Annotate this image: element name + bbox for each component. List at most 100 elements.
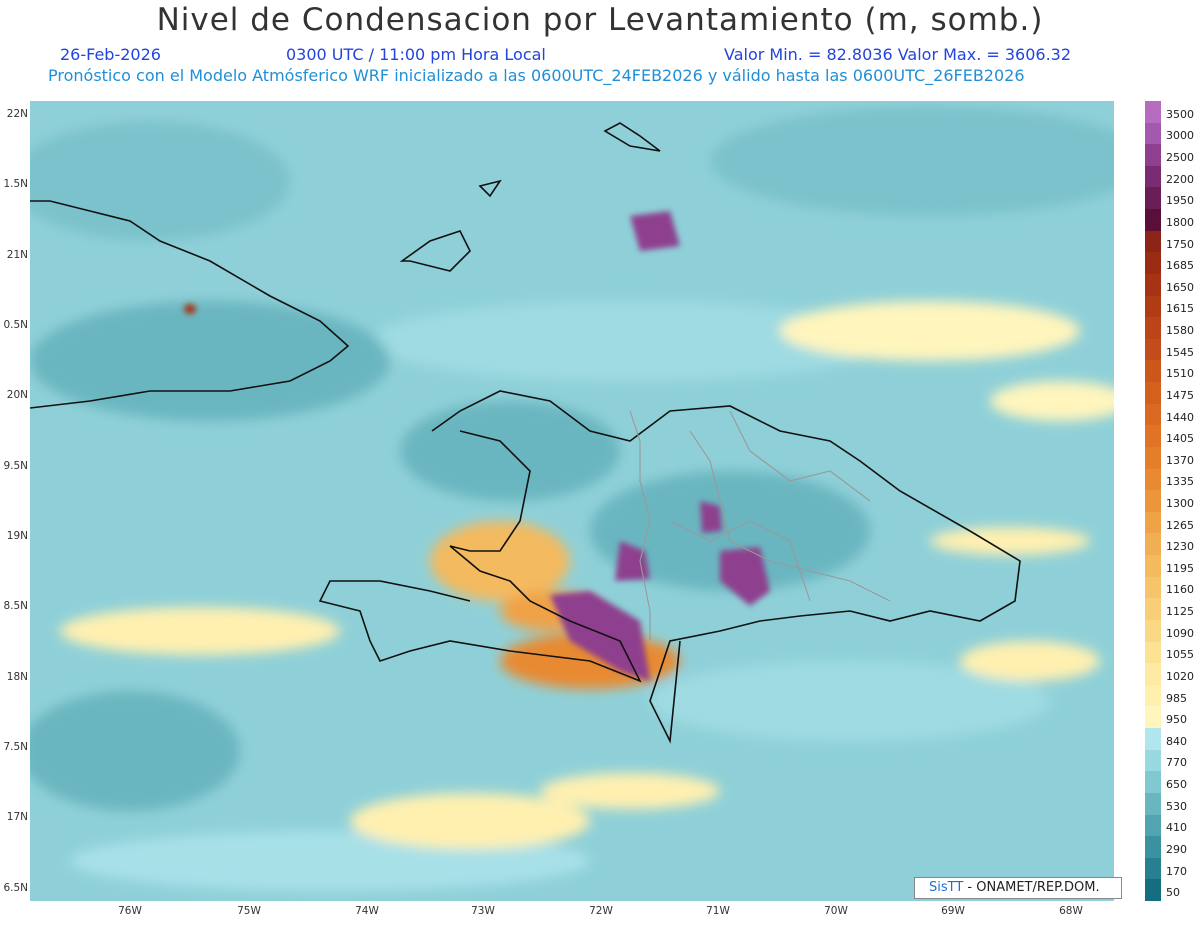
credit-text: - ONAMET/REP.DOM. (963, 880, 1100, 895)
colorbar-segment (1145, 382, 1161, 405)
lat-label: 0.5N (3, 319, 28, 331)
colorbar-label: 2200 (1166, 172, 1194, 186)
colorbar-label: 1545 (1166, 345, 1194, 359)
colorbar-label: 1160 (1166, 583, 1194, 597)
map-canvas (30, 101, 1114, 901)
colorbar-label: 50 (1166, 886, 1180, 900)
lon-label: 75W (237, 905, 261, 917)
colorbar-label: 840 (1166, 734, 1187, 748)
lat-label: 19N (6, 530, 28, 542)
colorbar-label: 1300 (1166, 497, 1194, 510)
colorbar-segment (1145, 684, 1161, 707)
colorbar-segment (1145, 338, 1161, 361)
colorbar-segment (1145, 857, 1161, 880)
colorbar-segment (1145, 814, 1161, 837)
lat-label: 8.5N (3, 600, 28, 612)
colorbar-label: 1265 (1166, 518, 1194, 532)
colorbar-segment (1145, 749, 1161, 772)
colorbar-label: 770 (1166, 756, 1187, 770)
colorbar-label: 1750 (1166, 237, 1194, 251)
colorbar-segment (1145, 533, 1161, 556)
colorbar-segment (1145, 165, 1161, 188)
colorbar-label: 1800 (1166, 215, 1194, 229)
colorbar-label: 1125 (1166, 605, 1194, 619)
colorbar-label: 985 (1166, 691, 1187, 705)
colorbar-segment (1145, 576, 1161, 599)
colorbar-segment (1145, 468, 1161, 491)
colorbar-label: 1230 (1166, 540, 1194, 554)
colorbar-segment (1145, 728, 1161, 751)
colorbar-label: 1020 (1166, 669, 1194, 683)
colorbar-label: 1650 (1166, 280, 1194, 294)
colorbar-label: 1055 (1166, 648, 1194, 662)
lat-label: 18N (6, 671, 28, 683)
lat-label: 1.5N (3, 178, 28, 190)
map-title: Nivel de Condensacion por Levantamiento … (156, 2, 1044, 38)
colorbar-label: 1335 (1166, 475, 1194, 489)
forecast-time: 0300 UTC / 11:00 pm Hora Local (286, 45, 546, 64)
high-lcl-zones (184, 211, 770, 681)
lat-label: 6.5N (3, 882, 28, 894)
credit-box: SisTT - ONAMET/REP.DOM. (914, 877, 1122, 899)
colorbar-segment (1145, 879, 1161, 902)
colorbar-label: 1090 (1166, 626, 1194, 640)
colorbar-label: 1685 (1166, 259, 1194, 273)
province-borders (629, 410, 891, 641)
lon-label: 69W (941, 905, 965, 917)
colorbar-label: 1615 (1166, 302, 1194, 316)
colorbar-segment (1145, 122, 1161, 145)
lcl-map (30, 101, 1114, 901)
colorbar-label: 1370 (1166, 453, 1194, 467)
colorbar-segment (1145, 792, 1161, 815)
colorbar-segment (1145, 555, 1161, 578)
colorbar-segment (1145, 360, 1161, 383)
colorbar-segment (1145, 619, 1161, 643)
model-description: Pronóstico con el Modelo Atmósferico WRF… (48, 66, 1025, 85)
forecast-date: 26-Feb-2026 (60, 45, 161, 64)
colorbar-segment (1145, 425, 1161, 448)
colorbar-label: 950 (1166, 713, 1187, 727)
lat-label: 9.5N (3, 460, 28, 472)
colorbar-segment (1145, 598, 1161, 621)
colorbar-segment (1145, 209, 1161, 232)
colorbar-label: 1580 (1166, 324, 1194, 338)
min-max-values: Valor Min. = 82.8036 Valor Max. = 3606.3… (724, 45, 1072, 64)
coastlines (30, 122, 1021, 744)
colorbar-label: 530 (1166, 799, 1187, 813)
lat-label: 17N (6, 811, 28, 823)
lon-label: 68W (1059, 905, 1083, 917)
colorbar-segment (1145, 706, 1161, 729)
lat-label: 22N (6, 108, 28, 120)
colorbar-segment (1145, 317, 1161, 340)
lat-label: 20N (6, 389, 28, 401)
colorbar-label: 1440 (1166, 410, 1194, 424)
lon-label: 72W (589, 905, 613, 917)
lon-label: 74W (355, 905, 379, 917)
colorbar-segment (1145, 252, 1161, 275)
colorbar-label: 1195 (1166, 561, 1194, 575)
colorbar-label: 170 (1166, 864, 1187, 878)
colorbar-segment (1145, 641, 1161, 664)
credit-logo-text: SisTT (929, 880, 964, 895)
colorbar-label: 290 (1166, 842, 1187, 856)
colorbar-label: 3500 (1166, 107, 1194, 121)
colorbar-segment (1145, 663, 1161, 686)
colorbar-label: 1405 (1166, 432, 1194, 446)
field-shading (30, 106, 1114, 891)
lon-label: 71W (706, 905, 730, 917)
colorbar-label: 1510 (1166, 367, 1194, 381)
lon-label: 73W (471, 905, 495, 917)
colorbar (1145, 101, 1161, 902)
colorbar-label: 650 (1166, 778, 1187, 792)
colorbar-segment (1145, 836, 1161, 859)
colorbar-segment (1145, 490, 1161, 513)
lat-label: 21N (6, 249, 28, 261)
lon-label: 70W (824, 905, 848, 917)
colorbar-segment (1145, 187, 1161, 210)
colorbar-segment (1145, 144, 1161, 167)
colorbar-label: 2500 (1166, 151, 1194, 165)
colorbar-segment (1145, 230, 1161, 253)
colorbar-segment (1145, 101, 1161, 124)
colorbar-segment (1145, 295, 1161, 318)
colorbar-segment (1145, 403, 1161, 426)
